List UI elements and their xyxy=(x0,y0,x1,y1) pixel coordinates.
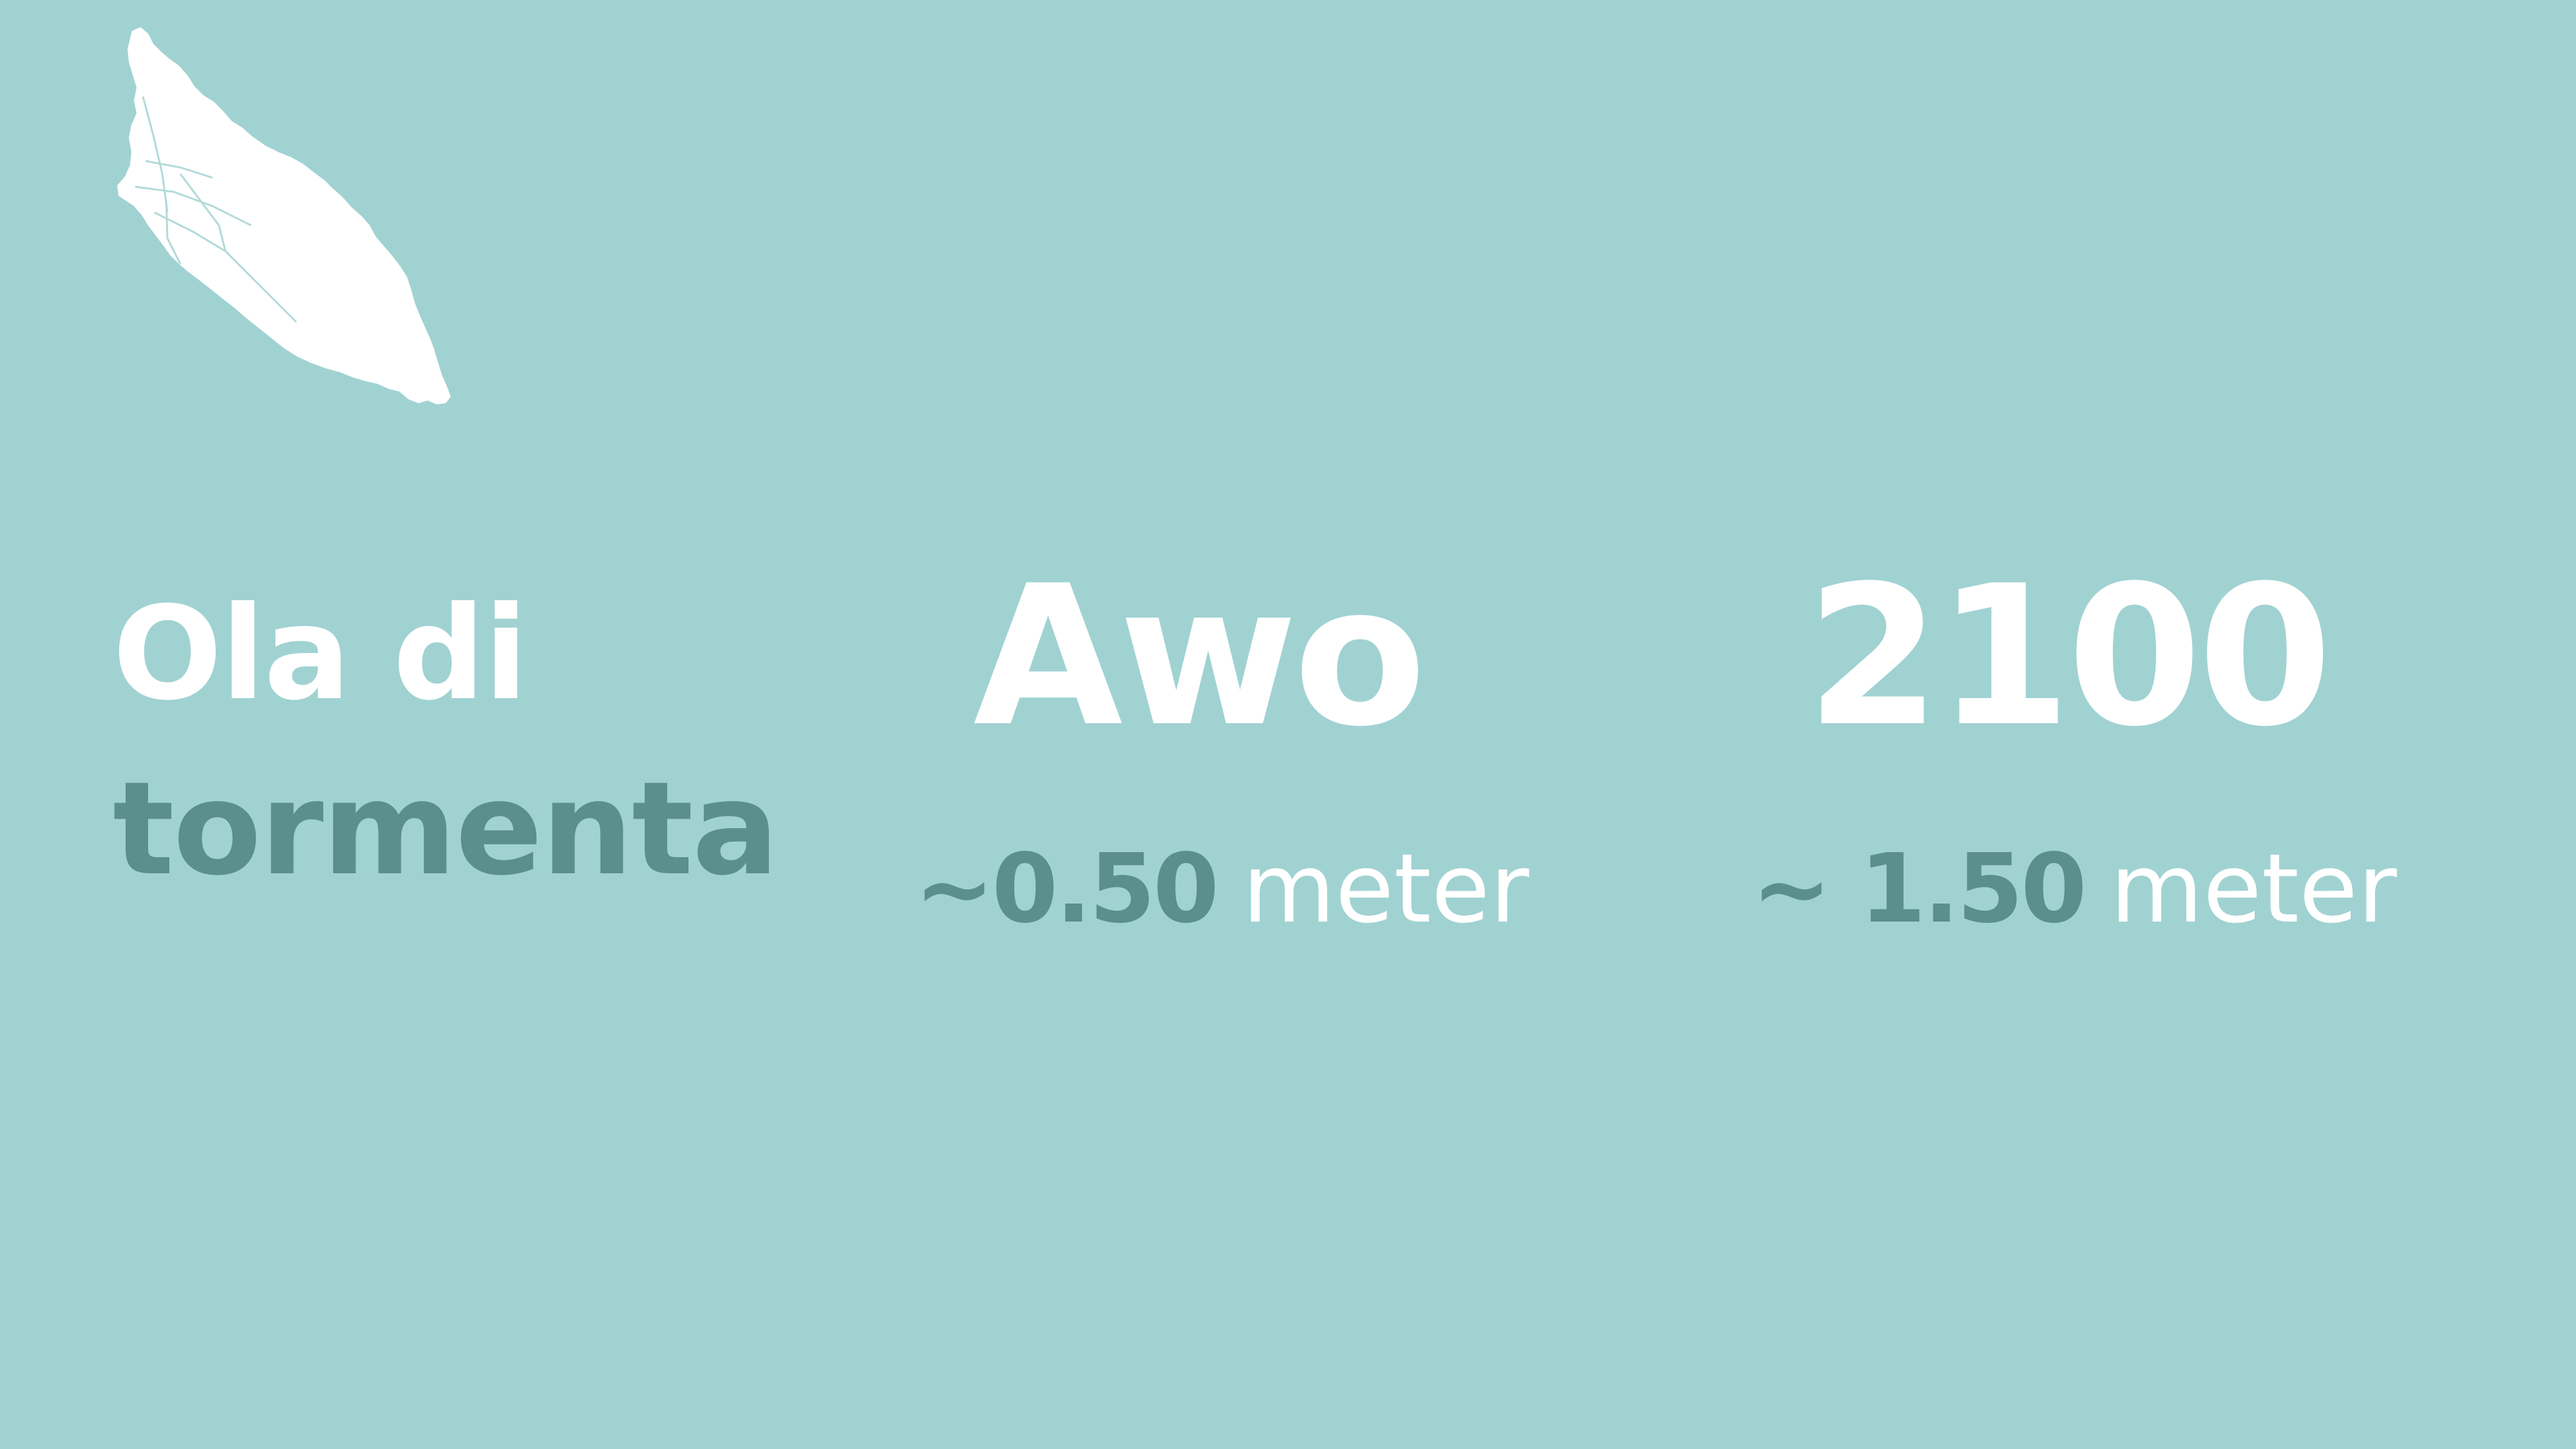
current-unit: meter xyxy=(1242,833,1530,944)
future-value: 1.50 xyxy=(1859,833,2087,944)
title-line-2: tormenta xyxy=(113,754,779,904)
future-approx-symbol: ~ xyxy=(1752,833,1860,944)
future-column: 2100 ~ 1.50 meter xyxy=(1752,541,2397,947)
future-measurement: ~ 1.50 meter xyxy=(1752,831,2397,947)
current-approx-symbol: ~ xyxy=(914,833,994,944)
current-measurement: ~0.50 meter xyxy=(914,831,1529,947)
current-column: Awo ~0.50 meter xyxy=(914,541,1529,947)
current-label: Awo xyxy=(973,544,1426,769)
future-unit: meter xyxy=(2110,833,2397,944)
page-title: Ola di tormenta xyxy=(113,567,779,917)
aruba-island-map-icon xyxy=(117,27,451,404)
current-value: 0.50 xyxy=(992,833,1219,944)
title-line-1: Ola di xyxy=(113,579,528,729)
future-label: 2100 xyxy=(1806,544,2333,769)
